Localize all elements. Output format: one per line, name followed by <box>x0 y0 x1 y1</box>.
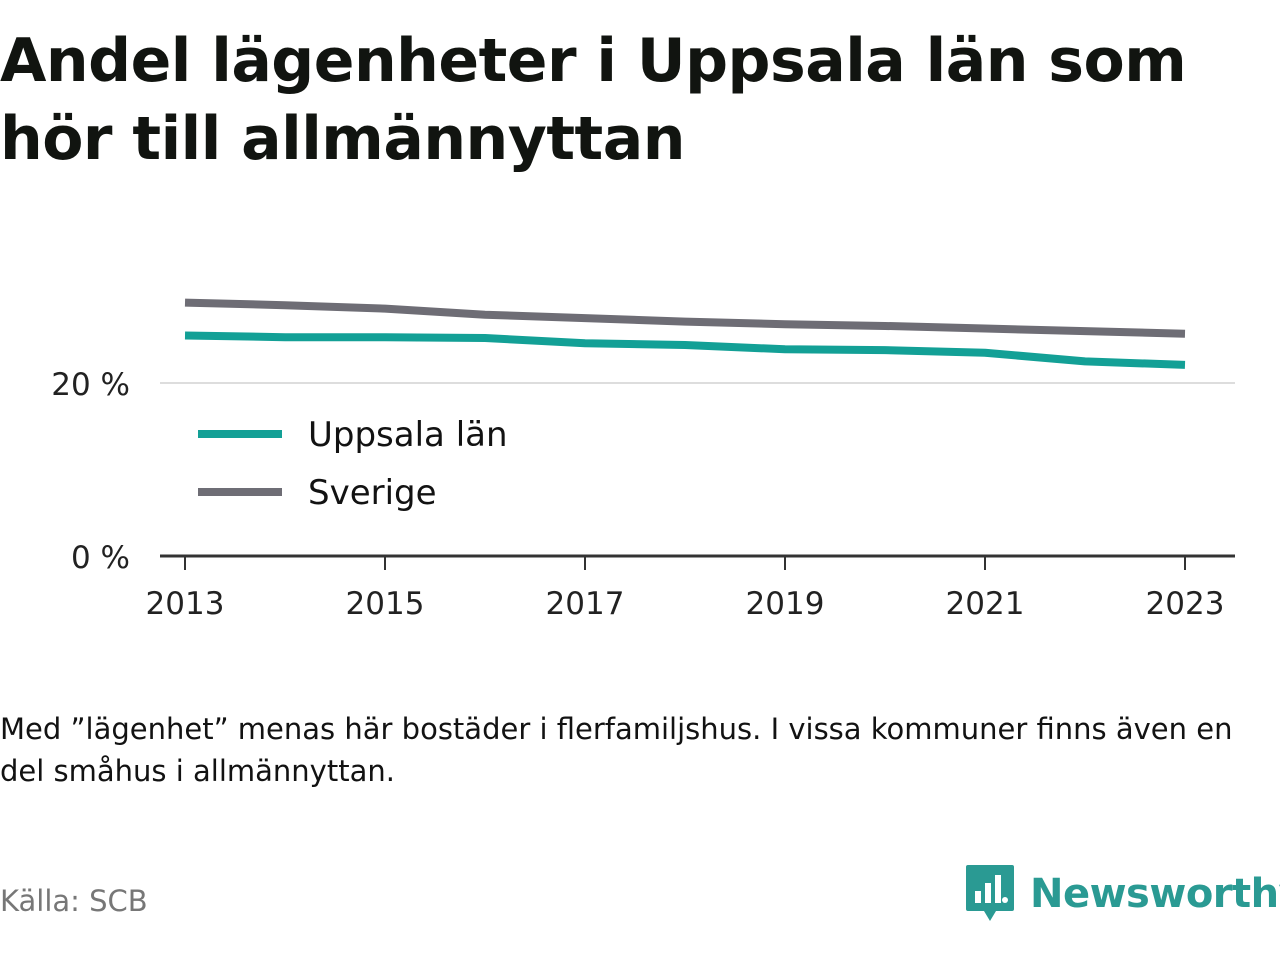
x-tick-label: 2013 <box>146 586 225 622</box>
series-line-uppsala <box>184 331 1186 369</box>
newsworthy-logo-icon <box>966 865 1014 921</box>
series-lines <box>184 298 1186 369</box>
legend: Uppsala län Sverige <box>198 415 508 513</box>
x-tick-label: 2017 <box>546 586 625 622</box>
brand-name: Newsworthy <box>1030 871 1280 917</box>
chart-note: Med ”lägenhet” menas här bostäder i fler… <box>0 712 1233 788</box>
legend-label: Uppsala län <box>308 415 508 455</box>
y-axis-ticks: 0 % 20 % <box>51 367 130 576</box>
newsworthy-logo[interactable]: Newsworthy <box>964 862 1280 926</box>
y-tick-label: 0 % <box>71 540 130 576</box>
x-tick-label: 2021 <box>946 586 1025 622</box>
series-line-sverige <box>184 298 1186 338</box>
legend-label: Sverige <box>308 473 437 513</box>
x-tick-label: 2023 <box>1146 586 1225 622</box>
x-axis-ticks: 2013 2015 2017 2019 2021 2023 <box>146 556 1225 622</box>
x-tick-label: 2019 <box>746 586 825 622</box>
chart-title: Andel lägenheter i Uppsala län som hör t… <box>0 26 1187 174</box>
x-tick-label: 2015 <box>346 586 425 622</box>
y-tick-label: 20 % <box>51 367 130 403</box>
source-label: Källa: SCB <box>0 884 148 918</box>
line-chart: 0 % 20 % 2013 2015 2017 2019 2021 2023 Uppsala… <box>51 298 1235 622</box>
